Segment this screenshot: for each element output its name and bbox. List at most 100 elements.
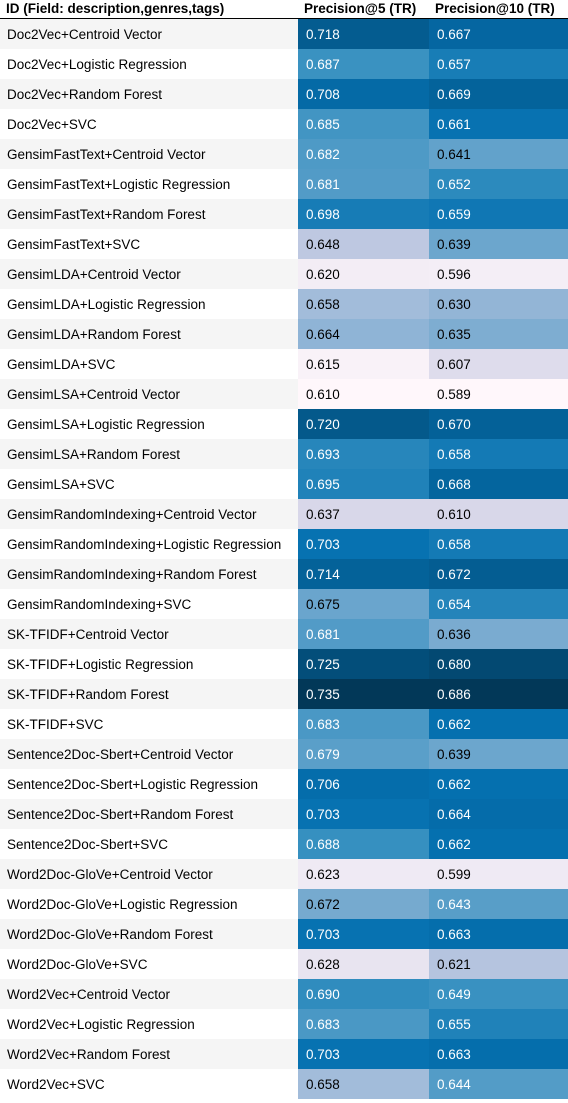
table-row: Sentence2Doc-Sbert+Logistic Regression 0.… [0, 769, 568, 799]
precision-at-10-cell: 0.599 [429, 859, 568, 889]
precision-at-5-cell: 0.693 [298, 439, 429, 469]
precision-at-10-cell: 0.636 [429, 619, 568, 649]
precision-at-5-cell: 0.620 [298, 259, 429, 289]
precision-at-5-cell: 0.714 [298, 559, 429, 589]
row-label: Word2Doc-GloVe+Centroid Vector [0, 859, 298, 889]
table-row: Doc2Vec+SVC 0.685 0.661 [0, 109, 568, 139]
table-row: GensimLDA+Random Forest 0.664 0.635 [0, 319, 568, 349]
precision-at-5-cell: 0.706 [298, 769, 429, 799]
row-label: GensimLSA+Random Forest [0, 439, 298, 469]
table-row: Word2Vec+Centroid Vector 0.690 0.649 [0, 979, 568, 1009]
precision-at-10-cell: 0.635 [429, 319, 568, 349]
precision-at-10-cell: 0.639 [429, 229, 568, 259]
precision-at-5-cell: 0.703 [298, 799, 429, 829]
row-label: Word2Doc-GloVe+Random Forest [0, 919, 298, 949]
table-row: Doc2Vec+Centroid Vector 0.718 0.667 [0, 18, 568, 49]
precision-at-5-cell: 0.718 [298, 18, 429, 49]
precision-at-10-cell: 0.668 [429, 469, 568, 499]
precision-at-5-cell: 0.703 [298, 529, 429, 559]
table-row: Word2Vec+Random Forest 0.703 0.663 [0, 1039, 568, 1069]
row-label: Doc2Vec+Centroid Vector [0, 18, 298, 49]
table-row: Word2Vec+Logistic Regression 0.683 0.655 [0, 1009, 568, 1039]
table-row: Word2Doc-GloVe+Random Forest 0.703 0.663 [0, 919, 568, 949]
table-row: GensimLSA+Random Forest 0.693 0.658 [0, 439, 568, 469]
row-label: Sentence2Doc-Sbert+Logistic Regression [0, 769, 298, 799]
precision-at-5-cell: 0.615 [298, 349, 429, 379]
row-label: GensimLDA+Centroid Vector [0, 259, 298, 289]
precision-at-5-cell: 0.681 [298, 619, 429, 649]
row-label: GensimFastText+Random Forest [0, 199, 298, 229]
precision-at-10-cell: 0.607 [429, 349, 568, 379]
precision-at-10-cell: 0.686 [429, 679, 568, 709]
row-label: Word2Vec+Logistic Regression [0, 1009, 298, 1039]
row-label: Sentence2Doc-Sbert+SVC [0, 829, 298, 859]
row-label: Word2Doc-GloVe+Logistic Regression [0, 889, 298, 919]
table-row: Doc2Vec+Logistic Regression 0.687 0.657 [0, 49, 568, 79]
row-label: GensimFastText+Logistic Regression [0, 169, 298, 199]
precision-at-5-cell: 0.708 [298, 79, 429, 109]
precision-at-10-cell: 0.661 [429, 109, 568, 139]
precision-at-5-cell: 0.679 [298, 739, 429, 769]
table-row: SK-TFIDF+Random Forest 0.735 0.686 [0, 679, 568, 709]
precision-at-5-cell: 0.623 [298, 859, 429, 889]
precision-at-10-cell: 0.662 [429, 829, 568, 859]
precision-at-5-cell: 0.648 [298, 229, 429, 259]
table-row: GensimFastText+SVC 0.648 0.639 [0, 229, 568, 259]
precision-at-5-cell: 0.675 [298, 589, 429, 619]
precision-at-5-cell: 0.685 [298, 109, 429, 139]
table-row: Word2Vec+SVC 0.658 0.644 [0, 1069, 568, 1099]
precision-at-10-cell: 0.641 [429, 139, 568, 169]
table-row: GensimLSA+Logistic Regression 0.720 0.670 [0, 409, 568, 439]
precision-at-10-cell: 0.652 [429, 169, 568, 199]
precision-at-5-cell: 0.725 [298, 649, 429, 679]
table-row: Sentence2Doc-Sbert+Random Forest 0.703 0.6… [0, 799, 568, 829]
precision-at-10-cell: 0.667 [429, 18, 568, 49]
precision-at-10-cell: 0.670 [429, 409, 568, 439]
header-row: ID (Field: description,genres,tags) Prec… [0, 0, 568, 19]
precision-at-5-cell: 0.682 [298, 139, 429, 169]
precision-at-10-cell: 0.639 [429, 739, 568, 769]
precision-at-5-cell: 0.658 [298, 289, 429, 319]
table-row: Doc2Vec+Random Forest 0.708 0.669 [0, 79, 568, 109]
precision-at-10-cell: 0.649 [429, 979, 568, 1009]
precision-at-10-cell: 0.669 [429, 79, 568, 109]
row-label: GensimRandomIndexing+Random Forest [0, 559, 298, 589]
precision-at-5-cell: 0.628 [298, 949, 429, 979]
table-row: GensimLDA+Logistic Regression 0.658 0.630 [0, 289, 568, 319]
precision-at-5-cell: 0.683 [298, 709, 429, 739]
precision-at-10-cell: 0.663 [429, 1039, 568, 1069]
precision-at-10-cell: 0.662 [429, 709, 568, 739]
precision-at-5-cell: 0.720 [298, 409, 429, 439]
row-label: GensimLSA+Logistic Regression [0, 409, 298, 439]
row-label: Word2Doc-GloVe+SVC [0, 949, 298, 979]
precision-at-10-cell: 0.630 [429, 289, 568, 319]
precision-at-5-cell: 0.672 [298, 889, 429, 919]
precision-at-5-cell: 0.695 [298, 469, 429, 499]
row-label: Sentence2Doc-Sbert+Centroid Vector [0, 739, 298, 769]
table-row: GensimFastText+Logistic Regression 0.681 0… [0, 169, 568, 199]
precision-at-10-cell: 0.644 [429, 1069, 568, 1099]
precision-at-5-cell: 0.703 [298, 919, 429, 949]
precision-at-5-cell: 0.698 [298, 199, 429, 229]
row-label: SK-TFIDF+Random Forest [0, 679, 298, 709]
table-row: GensimLSA+Centroid Vector 0.610 0.589 [0, 379, 568, 409]
table-row: GensimFastText+Centroid Vector 0.682 0.641 [0, 139, 568, 169]
precision-at-5-cell: 0.637 [298, 499, 429, 529]
row-label: GensimRandomIndexing+Centroid Vector [0, 499, 298, 529]
row-label: Word2Vec+Random Forest [0, 1039, 298, 1069]
table-row: Sentence2Doc-Sbert+SVC 0.688 0.662 [0, 829, 568, 859]
table-row: GensimRandomIndexing+Logistic Regression… [0, 529, 568, 559]
precision-at-10-cell: 0.621 [429, 949, 568, 979]
precision-at-5-cell: 0.687 [298, 49, 429, 79]
row-label: SK-TFIDF+Logistic Regression [0, 649, 298, 679]
table-row: SK-TFIDF+Logistic Regression 0.725 0.680 [0, 649, 568, 679]
precision-at-10-cell: 0.680 [429, 649, 568, 679]
row-label: SK-TFIDF+Centroid Vector [0, 619, 298, 649]
row-label: Word2Vec+Centroid Vector [0, 979, 298, 1009]
row-label: GensimLSA+SVC [0, 469, 298, 499]
precision-at-5-cell: 0.664 [298, 319, 429, 349]
table-row: Sentence2Doc-Sbert+Centroid Vector 0.679 0… [0, 739, 568, 769]
table-row: GensimRandomIndexing+Random Forest 0.714 0… [0, 559, 568, 589]
precision-at-5-cell: 0.683 [298, 1009, 429, 1039]
